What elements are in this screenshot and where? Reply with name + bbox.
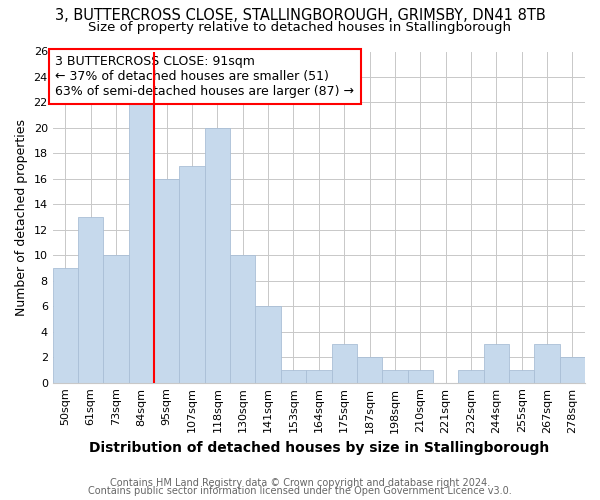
Bar bbox=[560, 357, 585, 382]
Y-axis label: Number of detached properties: Number of detached properties bbox=[15, 118, 28, 316]
Bar bbox=[230, 256, 256, 382]
Bar bbox=[357, 357, 382, 382]
Bar bbox=[154, 179, 179, 382]
Bar bbox=[205, 128, 230, 382]
Bar bbox=[281, 370, 306, 382]
Bar bbox=[53, 268, 78, 382]
Bar bbox=[179, 166, 205, 382]
Text: 3 BUTTERCROSS CLOSE: 91sqm
← 37% of detached houses are smaller (51)
63% of semi: 3 BUTTERCROSS CLOSE: 91sqm ← 37% of deta… bbox=[55, 55, 355, 98]
Bar bbox=[103, 256, 129, 382]
Bar bbox=[509, 370, 535, 382]
Bar bbox=[256, 306, 281, 382]
Bar bbox=[78, 217, 103, 382]
Bar bbox=[484, 344, 509, 383]
Bar bbox=[382, 370, 407, 382]
Bar bbox=[458, 370, 484, 382]
Bar bbox=[129, 102, 154, 382]
Bar bbox=[306, 370, 332, 382]
Text: Contains public sector information licensed under the Open Government Licence v3: Contains public sector information licen… bbox=[88, 486, 512, 496]
Bar bbox=[535, 344, 560, 383]
Text: 3, BUTTERCROSS CLOSE, STALLINGBOROUGH, GRIMSBY, DN41 8TB: 3, BUTTERCROSS CLOSE, STALLINGBOROUGH, G… bbox=[55, 8, 545, 22]
Text: Contains HM Land Registry data © Crown copyright and database right 2024.: Contains HM Land Registry data © Crown c… bbox=[110, 478, 490, 488]
Text: Size of property relative to detached houses in Stallingborough: Size of property relative to detached ho… bbox=[89, 21, 511, 34]
Bar bbox=[332, 344, 357, 383]
X-axis label: Distribution of detached houses by size in Stallingborough: Distribution of detached houses by size … bbox=[89, 441, 549, 455]
Bar bbox=[407, 370, 433, 382]
